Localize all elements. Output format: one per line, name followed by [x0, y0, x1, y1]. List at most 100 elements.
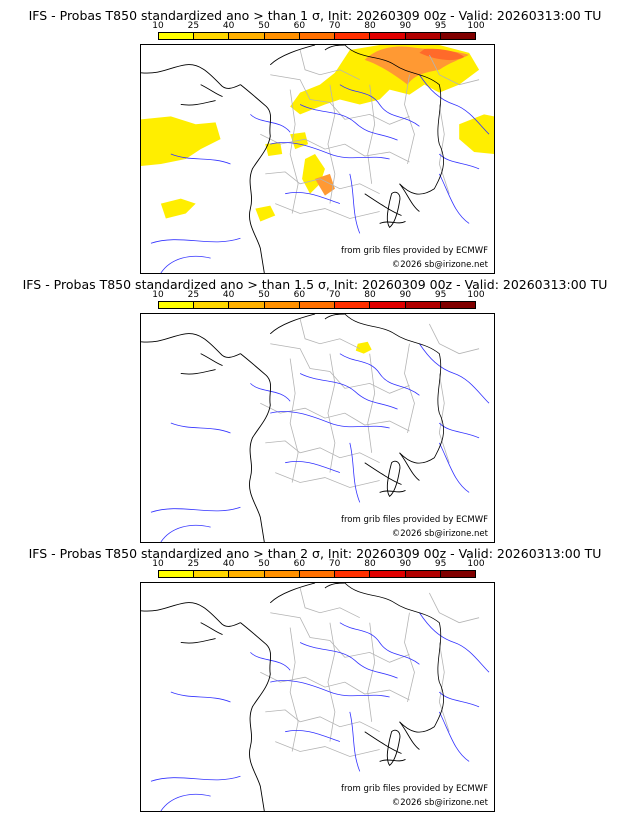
- admin-border: [275, 203, 380, 219]
- admin-border: [404, 74, 415, 165]
- colorbar-tick-label: 40: [222, 559, 235, 569]
- river-line: [285, 461, 340, 473]
- colorbar-tick-label: 70: [328, 290, 341, 300]
- colorbar-swatch: [159, 571, 195, 577]
- map-svg: [141, 45, 494, 273]
- colorbar-swatch: [264, 302, 300, 308]
- coastline: [240, 84, 271, 273]
- river-line: [170, 691, 231, 703]
- river-line: [160, 524, 211, 542]
- probability-area: [459, 114, 494, 155]
- colorbar-swatch: [370, 302, 406, 308]
- coastline: [324, 314, 345, 320]
- admin-border: [327, 353, 336, 473]
- colorbar-tick-label: 100: [467, 21, 485, 31]
- river-line: [349, 711, 361, 772]
- probability-area: [355, 341, 372, 354]
- coastline: [324, 583, 345, 589]
- admin-border: [429, 592, 480, 624]
- colorbar-tick-label: 90: [399, 559, 412, 569]
- coastline: [399, 183, 420, 212]
- coastline: [240, 622, 271, 811]
- admin-border: [429, 54, 480, 86]
- colorbar-swatch: [370, 33, 406, 39]
- colorbar-tick-label: 70: [328, 559, 341, 569]
- coastline: [200, 84, 223, 97]
- admin-border: [289, 627, 299, 752]
- admin-border: [299, 318, 360, 350]
- coastline: [399, 721, 420, 750]
- admin-border: [270, 74, 410, 125]
- colorbar-labels: 10 25 40 50 60 70 80 90 95 100: [152, 290, 484, 300]
- panel-title: IFS - Probas T850 standardized ano > tha…: [28, 8, 602, 23]
- colorbar: [158, 301, 476, 309]
- colorbar-swatch: [335, 33, 371, 39]
- colorbar-tick-label: 90: [399, 290, 412, 300]
- colorbar-swatch: [440, 571, 475, 577]
- river-line: [349, 442, 361, 503]
- colorbar-tick-label: 80: [364, 21, 376, 31]
- river-line: [419, 612, 490, 673]
- colorbar-tick-label: 70: [328, 21, 341, 31]
- colorbar-swatch: [370, 571, 406, 577]
- river-line: [299, 104, 398, 141]
- colorbar-tick-label: 95: [434, 559, 447, 569]
- corsica-coastline: [386, 191, 401, 229]
- colorbar-tick-label: 50: [258, 559, 270, 569]
- colorbar-swatch: [335, 302, 371, 308]
- river-line: [438, 711, 470, 762]
- colorbar-tick-label: 90: [399, 21, 412, 31]
- colorbar-tick-label: 25: [187, 290, 200, 300]
- colorbar-labels: 10 25 40 50 60 70 80 90 95 100: [152, 559, 484, 569]
- colorbar-swatch: [229, 302, 265, 308]
- credit-copyright: ©2026 sb@irizone.net: [391, 798, 488, 808]
- map-panel-3: IFS - Probas T850 standardized ano > tha…: [0, 546, 630, 822]
- colorbar-tick-label: 95: [434, 290, 447, 300]
- colorbar-tick-label: 100: [467, 290, 485, 300]
- river-line: [339, 84, 420, 127]
- coastline: [180, 638, 216, 644]
- coastline: [324, 45, 345, 51]
- admin-border: [289, 358, 299, 483]
- coastline: [269, 45, 316, 66]
- colorbar-swatch: [405, 302, 441, 308]
- colorbar-swatch: [264, 33, 300, 39]
- probability-area: [160, 198, 196, 219]
- map-svg: [141, 314, 490, 542]
- river-line: [285, 730, 340, 742]
- colorbar-swatch: [159, 302, 195, 308]
- admin-border: [367, 353, 376, 453]
- admin-border: [260, 671, 410, 701]
- colorbar-swatch: [405, 33, 441, 39]
- probability-area: [255, 205, 276, 222]
- country-border: [344, 45, 444, 195]
- admin-border: [289, 89, 299, 214]
- river-line: [160, 793, 211, 811]
- colorbar-tick-label: 80: [364, 559, 376, 569]
- river-line: [270, 142, 390, 160]
- map-panel-1: IFS - Probas T850 standardized ano > tha…: [0, 8, 630, 284]
- admin-border: [367, 84, 376, 184]
- admin-border: [265, 440, 380, 464]
- colorbar: [158, 570, 476, 578]
- colorbar-tick-label: 10: [152, 290, 164, 300]
- admin-border: [265, 709, 380, 733]
- colorbar-swatch: [299, 302, 336, 308]
- coastline: [141, 64, 241, 89]
- probability-area: [419, 48, 465, 61]
- river-line: [419, 74, 490, 135]
- colorbar-swatch: [194, 302, 230, 308]
- credit-source: from grib files provided by ECMWF: [341, 515, 488, 525]
- coastline: [180, 369, 216, 375]
- probability-area: [141, 116, 221, 166]
- probability-map: from grib files provided by ECMWF ©2026 …: [140, 582, 495, 812]
- colorbar-swatch: [194, 571, 230, 577]
- colorbar: [158, 32, 476, 40]
- admin-border: [299, 587, 360, 619]
- river-line: [439, 422, 480, 439]
- coastline: [399, 452, 420, 481]
- coastline: [141, 602, 241, 627]
- admin-border: [438, 642, 450, 732]
- admin-border: [270, 612, 410, 663]
- probability-map: from grib files provided by ECMWF ©2026 …: [140, 44, 495, 274]
